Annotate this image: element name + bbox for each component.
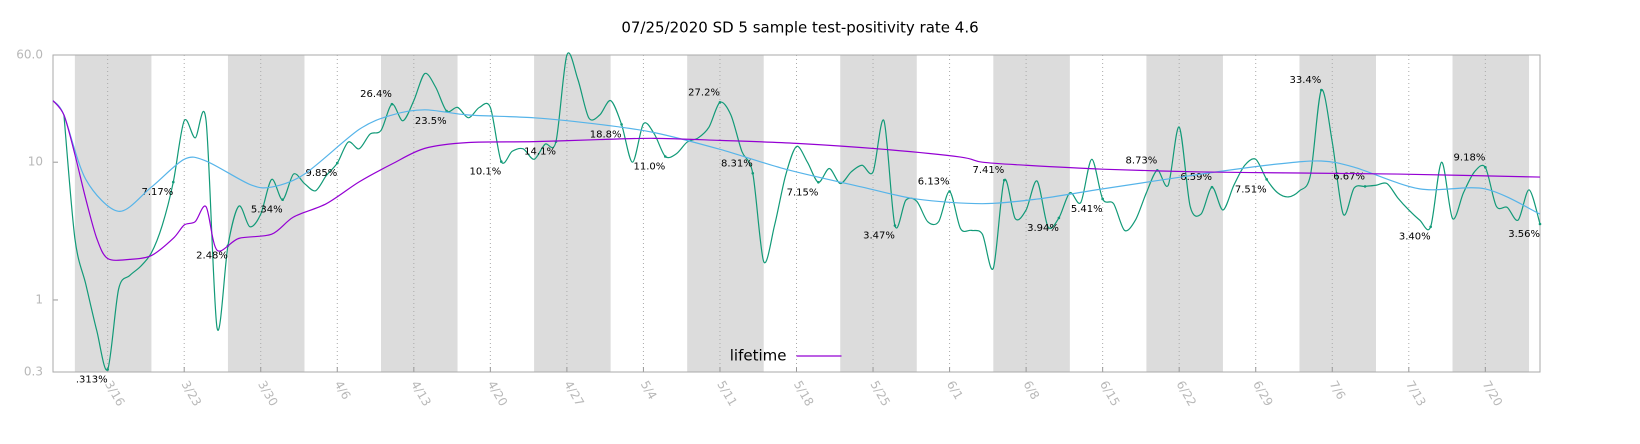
data-label: 8.31%	[721, 158, 753, 169]
data-label: 3.47%	[863, 231, 895, 242]
data-label: 7.51%	[1235, 184, 1267, 195]
x-tick-label: 4/6	[332, 378, 354, 402]
x-tick-label: 4/13	[408, 378, 434, 408]
data-point	[893, 224, 897, 227]
data-label: 14.1%	[524, 147, 556, 158]
x-tick-label: 7/13	[1403, 378, 1429, 408]
y-tick-label: 60.0	[16, 48, 43, 62]
data-label: 5.34%	[251, 205, 283, 216]
data-point	[1265, 178, 1268, 181]
data-label: 33.4%	[1290, 75, 1322, 86]
x-tick-label: 5/25	[867, 378, 893, 408]
legend-label: lifetime	[730, 347, 787, 365]
x-tick-label: 6/1	[944, 378, 966, 402]
week-band	[74, 55, 152, 372]
x-tick-label: 7/20	[1480, 378, 1506, 408]
week-band	[227, 55, 305, 372]
data-point	[1320, 88, 1323, 92]
x-tick-label: 5/18	[791, 378, 817, 408]
week-band	[1299, 55, 1376, 372]
week-band	[840, 55, 917, 372]
data-label: 9.85%	[305, 168, 337, 179]
x-tick-label: 4/27	[561, 378, 587, 408]
data-label: 6.67%	[1333, 171, 1365, 182]
data-point	[663, 155, 667, 158]
data-label: 23.5%	[415, 116, 447, 127]
data-label: .313%	[76, 374, 108, 385]
x-tick-label: 6/15	[1097, 378, 1123, 408]
data-point	[1363, 185, 1367, 188]
line	[52, 100, 1541, 215]
week-band	[687, 55, 764, 372]
x-tick-label: 3/23	[179, 378, 205, 408]
week-band	[534, 55, 611, 372]
data-point	[1484, 166, 1487, 169]
data-label: 7.41%	[972, 165, 1004, 176]
x-tick-label: 4/20	[485, 378, 511, 408]
line	[63, 52, 1541, 371]
x-tick-label: 7/6	[1327, 378, 1349, 402]
x-tick-label: 5/11	[714, 378, 740, 408]
x-tick-label: 6/22	[1174, 378, 1200, 408]
data-label: 3.56%	[1508, 229, 1540, 240]
data-point	[1057, 216, 1061, 220]
data-label: 26.4%	[360, 89, 392, 100]
week-band	[1146, 55, 1223, 372]
data-point	[106, 368, 109, 371]
y-tick-label: 10	[28, 155, 43, 169]
data-label: 3.40%	[1399, 232, 1431, 243]
line	[52, 100, 1541, 261]
data-point	[620, 123, 623, 126]
data-label: 27.2%	[688, 87, 720, 98]
data-point	[499, 160, 503, 163]
data-point	[335, 161, 339, 165]
data-point	[751, 171, 755, 175]
data-label: 8.73%	[1126, 155, 1158, 166]
data-label: 6.59%	[1180, 172, 1212, 183]
data-label: 7.17%	[141, 187, 173, 198]
x-tick-label: 6/8	[1020, 378, 1042, 402]
data-label: 7.15%	[787, 187, 819, 198]
data-label: 9.18%	[1454, 152, 1486, 163]
data-label: 3.94%	[1027, 223, 1059, 234]
data-point	[281, 198, 284, 202]
data-point	[1538, 222, 1542, 226]
y-tick-label: 1	[35, 292, 43, 306]
x-tick-label: 5/4	[638, 378, 660, 402]
data-point	[171, 180, 175, 184]
data-point	[1101, 197, 1104, 201]
week-band	[1452, 55, 1530, 372]
data-label: 18.8%	[590, 129, 622, 140]
data-label: 10.1%	[470, 167, 502, 178]
x-tick-label: 6/29	[1250, 378, 1276, 408]
data-point	[1002, 178, 1006, 182]
data-point	[1210, 185, 1214, 189]
data-point	[1429, 225, 1432, 229]
data-point	[948, 190, 951, 193]
y-tick-label: 0.3	[24, 365, 43, 379]
x-tick-label: 3/30	[255, 378, 281, 408]
data-point	[817, 180, 820, 184]
data-label: 11.0%	[634, 161, 666, 172]
week-band	[993, 55, 1070, 372]
data-label: 6.13%	[918, 176, 950, 187]
data-label: 2.48%	[196, 251, 228, 262]
chart-title: 07/25/2020 SD 5 sample test-positivity r…	[621, 19, 978, 37]
data-label: 5.41%	[1071, 204, 1103, 215]
week-band	[381, 55, 458, 372]
data-point	[718, 101, 722, 104]
data-point	[390, 102, 394, 106]
